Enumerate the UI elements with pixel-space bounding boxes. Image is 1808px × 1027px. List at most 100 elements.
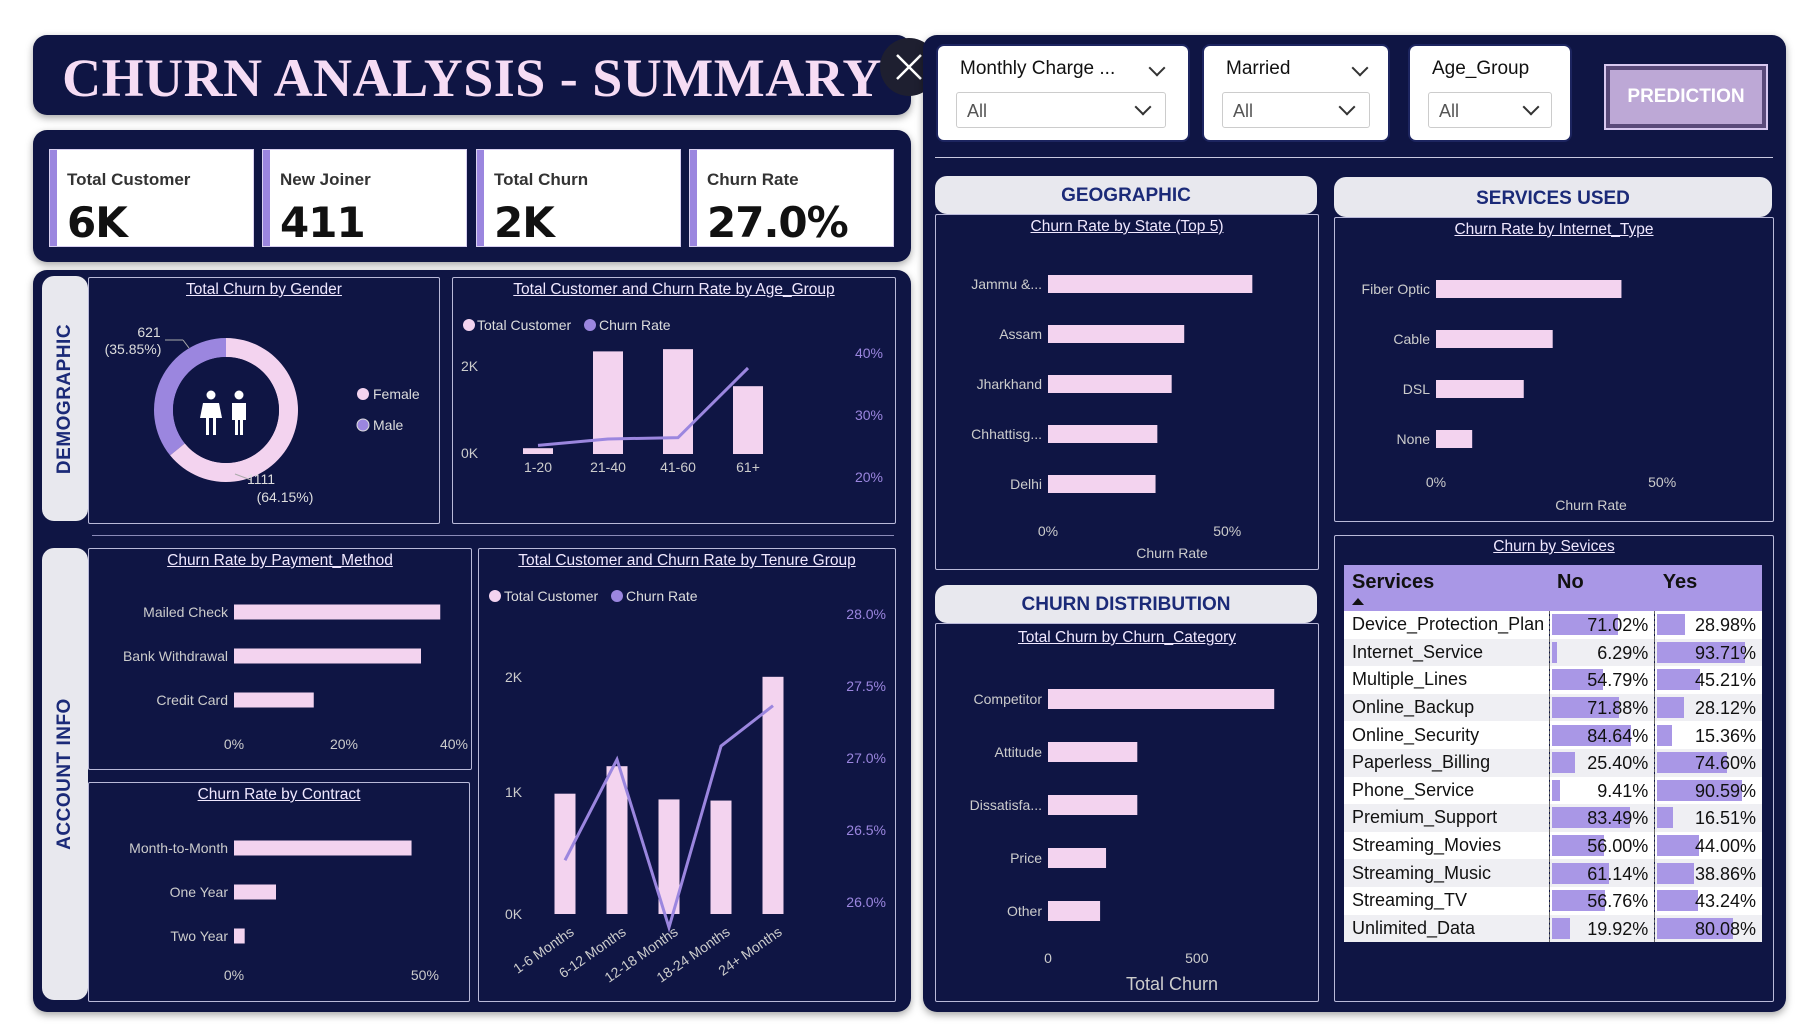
category-label: Competitor [974,691,1043,707]
axis-tick-label: 0% [224,967,244,983]
table-row: Internet_Service 6.29% 93.71% [1344,638,1762,667]
data-label-female-value: 1111 [247,471,275,487]
kpi-value: 6K [67,198,128,247]
chart-title: Churn Rate by Internet_Type [1454,221,1654,238]
service-name-cell: Streaming_TV [1344,886,1549,915]
axis-tick-label: 0% [224,736,244,752]
bar [234,648,421,664]
column-header-yes[interactable]: Yes [1654,565,1762,611]
data-bar [1657,697,1684,719]
legend-total-customer: Total Customer [477,317,571,333]
chart-title: Churn Rate by Contract [197,786,361,803]
axis-tick-label: 26.5% [846,822,886,838]
section-churn-distribution: CHURN DISTRIBUTION [935,585,1317,623]
section-geographic: GEOGRAPHIC [935,176,1317,214]
legend-total-customer: Total Customer [504,588,598,604]
data-bar [1657,779,1743,801]
data-bar [1551,779,1561,801]
kpi-new-joiner: New Joiner 411 [263,150,466,247]
people-icon [200,390,246,435]
slicer-dropdown[interactable]: All [956,92,1166,128]
no-pct-cell: 9.41% [1548,776,1655,805]
column-header-services[interactable]: Services [1344,565,1549,611]
service-name-cell: Multiple_Lines [1344,666,1549,694]
bar [1048,375,1172,393]
leader-line [182,339,190,349]
churn-rate-line [563,704,774,933]
chart-title: Total Churn by Churn_Category [1018,629,1236,646]
bar [234,884,276,900]
data-label-male-pct: (35.85%) [105,341,162,357]
axis-tick-label: 20% [330,736,358,752]
slicer-dropdown[interactable]: All [1222,92,1370,128]
pct-value: 44.00% [1694,836,1756,857]
axis-tick-label: 50% [1213,523,1241,539]
chevron-down-icon [1134,98,1152,116]
kpi-label: Total Churn [494,170,589,189]
service-name-cell: Online_Security [1344,721,1549,749]
axis-title: Churn Rate [1136,545,1208,561]
legend-male: Male [373,417,404,433]
legend-churn-rate-marker [584,319,596,331]
axis-tick-label: 0K [461,445,479,461]
no-pct-cell: 19.92% [1548,914,1655,943]
kpi-value: 27.0% [707,198,849,247]
yes-pct-cell: 45.21% [1654,666,1762,694]
bar [1048,742,1138,762]
axis-tick-label: 1-20 [524,459,552,475]
yes-pct-cell: 43.24% [1654,886,1762,915]
column-header-no[interactable]: No [1549,565,1655,611]
bar [762,676,784,914]
no-pct-cell: 83.49% [1548,804,1655,832]
axis-tick-label: 30% [855,407,883,423]
data-bar [1657,614,1685,636]
pct-value: 45.21% [1694,670,1756,691]
bar [1048,275,1253,293]
yes-pct-cell: 90.59% [1654,776,1762,805]
category-label: Other [1007,903,1042,919]
slicer-dropdown[interactable]: All [1428,92,1552,128]
legend-total-customer-marker [463,319,475,331]
pct-value: 84.64% [1587,725,1649,746]
kpi-label: Churn Rate [707,170,799,189]
donut-slice-male [154,338,226,456]
category-label: Chhattisg... [971,426,1042,442]
no-pct-cell: 54.79% [1548,666,1655,694]
pct-value: 56.00% [1587,836,1649,857]
slicer-married[interactable]: Married All [1204,46,1388,140]
section-demographic: DEMOGRAPHIC [42,276,88,521]
axis-tick-label: 0 [1044,950,1052,966]
yes-pct-cell: 28.98% [1654,611,1762,639]
bar [1436,430,1473,448]
data-bar [1551,614,1619,636]
donut-slice-female [170,338,298,482]
bar [1048,425,1158,443]
kpi-churn-rate: Churn Rate 27.0% [690,150,893,247]
slicer-age-group[interactable]: Age_Group All [1410,46,1570,140]
slicer-monthly-charge[interactable]: Monthly Charge ... All [938,46,1188,140]
service-name-cell: Streaming_Movies [1344,831,1549,860]
category-label: Dissatisfa... [970,797,1042,813]
service-name-cell: Online_Backup [1344,693,1549,722]
prediction-button[interactable]: PREDICTION [1606,66,1766,128]
axis-tick-label: 61+ [736,459,760,475]
table-row: Online_Backup 71.88% 28.12% [1344,693,1762,722]
pct-value: 83.49% [1587,808,1649,829]
axis-tick-label: 1K [505,784,523,800]
bar [523,448,553,454]
chart-title: Total Customer and Churn Rate by Age_Gro… [513,281,835,298]
category-label: Mailed Check [143,604,229,620]
service-name-cell: Internet_Service [1344,638,1549,667]
axis-tick-label: 27.0% [846,750,886,766]
data-bar [1657,724,1672,746]
service-name-cell: Premium_Support [1344,804,1549,832]
divider [92,535,894,536]
bar [1048,689,1275,709]
legend-female-marker [357,388,369,400]
no-pct-cell: 56.00% [1548,831,1655,860]
no-pct-cell: 71.88% [1548,693,1655,722]
page-title: CHURN ANALYSIS - SUMMARY [62,48,882,108]
contract-chart: Churn Rate by Contract Month-to-Month One… [88,782,470,1002]
data-bar [1657,669,1700,691]
pct-value: 15.36% [1694,725,1756,746]
